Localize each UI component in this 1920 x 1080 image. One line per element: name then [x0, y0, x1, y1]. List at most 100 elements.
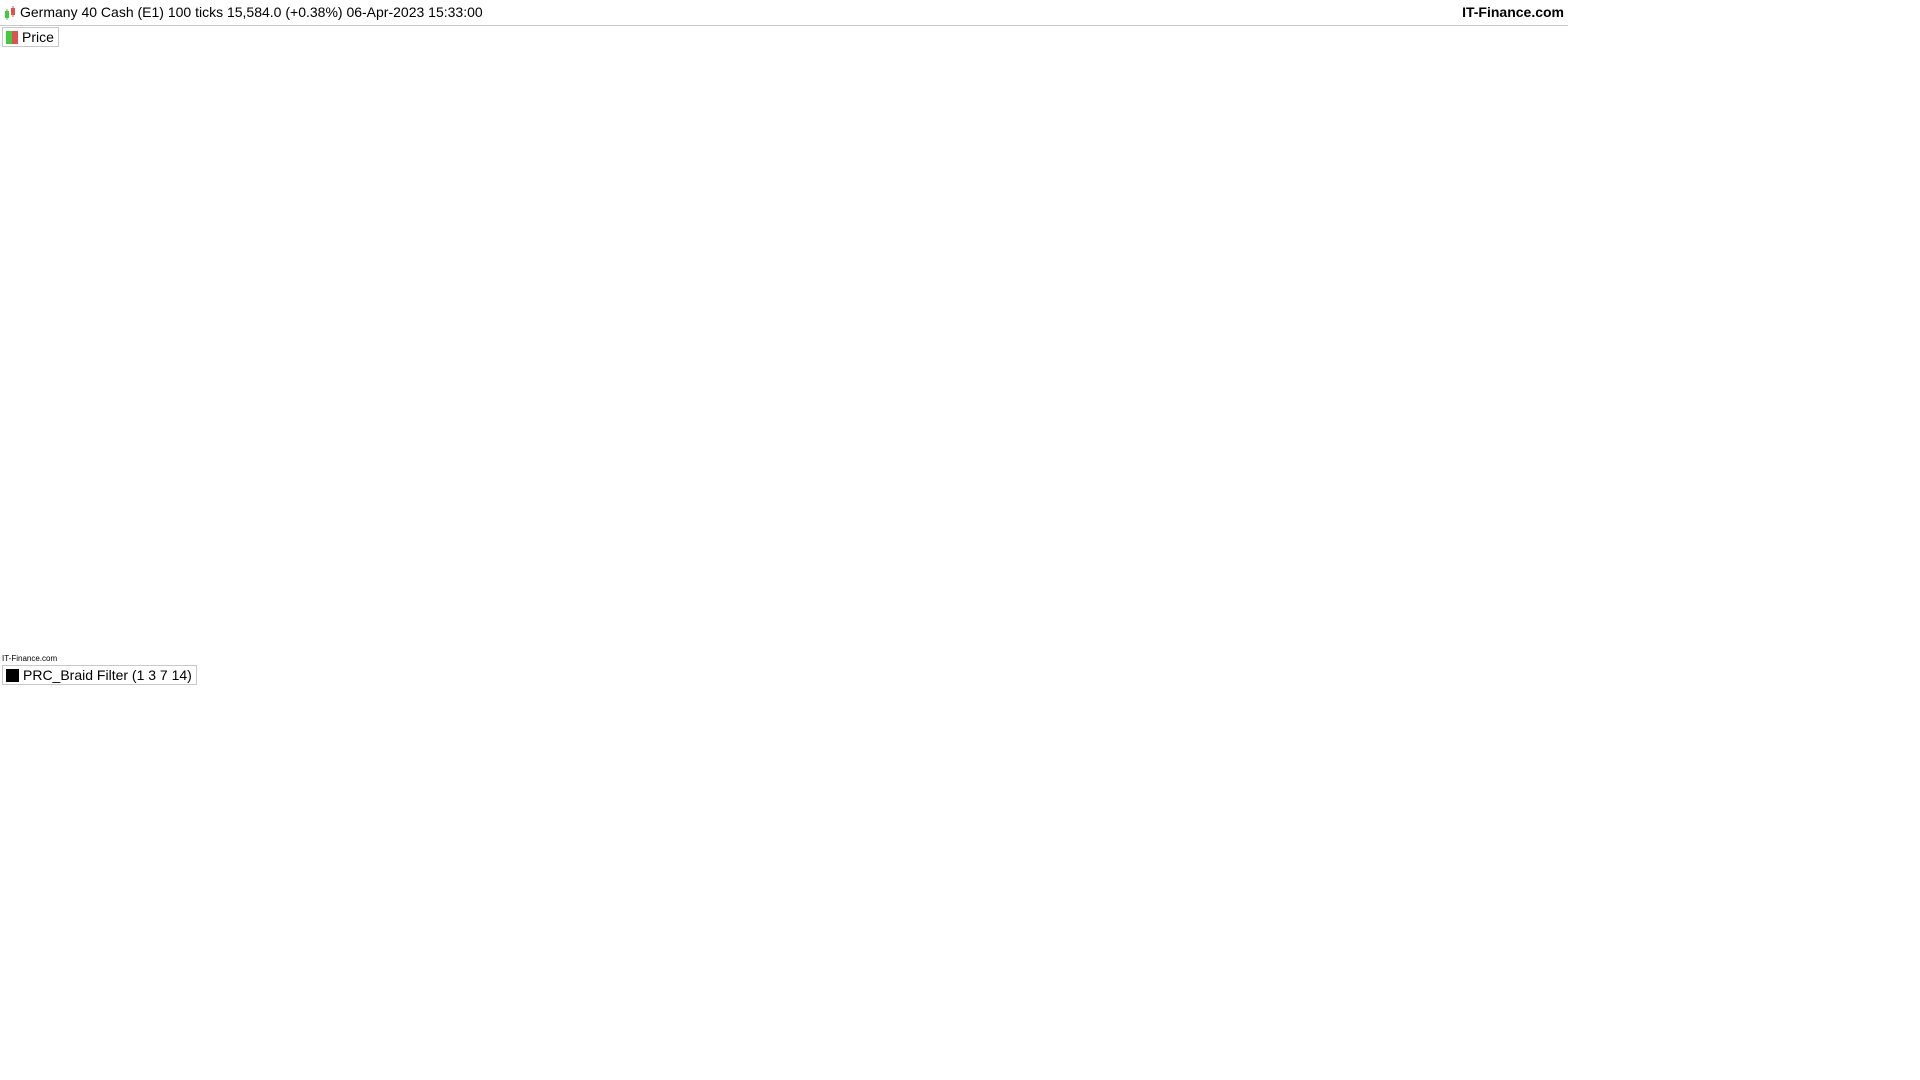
candle-body — [411, 406, 419, 441]
time-tick-label: 15:12 — [1352, 859, 1387, 875]
braid-bg-band — [577, 665, 587, 850]
braid-bar — [1532, 837, 1541, 851]
candle-body — [188, 358, 197, 398]
candle-body — [374, 440, 382, 480]
candle-body — [1124, 194, 1133, 234]
braid-bar — [1338, 795, 1346, 851]
chart-canvas[interactable]: 15,550 15,560 15,570 15,580 15,590 15,600 15,5… — [0, 0, 1568, 882]
braid-bar — [828, 827, 836, 851]
braid-bar — [596, 829, 605, 851]
braid-bar — [1069, 779, 1077, 851]
candle-body — [1319, 266, 1328, 277]
braid-bg-band — [827, 665, 837, 850]
braid-bg-band — [345, 665, 355, 850]
price-legend[interactable]: Price — [2, 27, 59, 47]
candle-body — [911, 536, 920, 547]
price-tick-label: 15,600 — [1507, 85, 1550, 101]
braid-bg-band — [141, 665, 151, 850]
braid-bar — [364, 803, 373, 851]
braid-bar — [559, 822, 567, 851]
braid-bg-band — [1068, 665, 1078, 850]
braid-bar — [1124, 814, 1133, 851]
braid-bg-band — [1059, 665, 1069, 850]
candle-body — [781, 512, 790, 518]
braid-bg-band — [1022, 665, 1032, 850]
braid-bar — [235, 837, 243, 851]
candle-body — [401, 440, 410, 465]
braid-bar — [374, 817, 382, 851]
braid-bg-band — [382, 665, 393, 850]
braid-bar — [318, 824, 326, 851]
braid-bg-band — [1235, 665, 1245, 850]
candle-body — [689, 469, 697, 547]
braid-bg-band — [771, 665, 782, 850]
braid-bar — [1189, 813, 1198, 851]
braid-bar — [781, 830, 790, 851]
braid-legend[interactable]: PRC_Braid Filter (1 3 7 14) — [2, 665, 197, 685]
braid-bg-band — [614, 665, 624, 850]
braid-bg-band — [651, 665, 661, 850]
braid-bar — [503, 831, 512, 851]
candle-body — [1217, 93, 1226, 109]
braid-bg-band — [187, 665, 198, 850]
candle-body — [31, 372, 39, 403]
candle-body — [679, 469, 688, 509]
braid-bg-band — [271, 665, 281, 850]
braid-bar — [1180, 811, 1189, 851]
braid-bar — [3, 842, 11, 851]
braid-bg-band — [1448, 665, 1459, 850]
braid-bg-band — [317, 665, 328, 850]
braid-bar — [754, 823, 762, 851]
candle-body — [1097, 271, 1105, 316]
candle-body — [1310, 257, 1318, 277]
braid-bg-band — [799, 665, 810, 850]
candle-body — [170, 266, 178, 335]
candle-body — [123, 343, 132, 350]
braid-bar — [531, 819, 540, 851]
braid-bg-band — [1513, 665, 1523, 850]
braid-bg-band — [1439, 665, 1449, 850]
time-tick-label: 12:42 — [203, 859, 238, 875]
braid-bg-band — [1494, 665, 1505, 850]
braid-bg-band — [1179, 665, 1190, 850]
candle-body — [1171, 141, 1179, 152]
braid-bar — [77, 822, 85, 851]
braid-bg-band — [1207, 665, 1218, 850]
candle-body — [967, 478, 975, 518]
candlestick-icon — [5, 6, 15, 20]
braid-bg-band — [475, 665, 485, 850]
braid-bar — [485, 831, 493, 851]
braid-bar — [1542, 830, 1550, 851]
candle-body — [522, 285, 530, 325]
candle-body — [1022, 348, 1031, 403]
braid-bg-band — [215, 665, 226, 850]
braid-bg-band — [716, 665, 726, 850]
braid-bg-band — [252, 665, 263, 850]
title-bar: Germany 40 Cash (E1) 100 ticks 15,584.0 … — [0, 0, 1568, 26]
braid-bg-band — [855, 665, 865, 850]
braid-bg-band — [76, 665, 87, 850]
braid-bg-band — [660, 665, 671, 850]
braid-bg-band — [354, 665, 365, 850]
candle-body — [68, 334, 76, 350]
braid-bar — [457, 831, 465, 851]
braid-bar — [605, 834, 614, 851]
braid-bg-band — [20, 665, 31, 850]
braid-bar — [262, 840, 271, 851]
candle-body — [494, 353, 503, 369]
braid-bg-band — [957, 665, 967, 850]
braid-bar — [355, 813, 364, 851]
braid-bg-band — [734, 665, 745, 850]
braid-bar — [1236, 824, 1244, 851]
candle-body — [281, 305, 289, 350]
candle-body — [142, 324, 150, 354]
braid-bar — [1504, 835, 1513, 851]
braid-bg-band — [1365, 665, 1375, 850]
brand-label[interactable]: IT-Finance.com — [1462, 4, 1564, 20]
braid-bar — [216, 838, 224, 851]
candle-body — [754, 526, 762, 533]
braid-bg-band — [400, 665, 411, 850]
braid-bar — [170, 826, 178, 851]
braid-filter-line — [6, 825, 1568, 831]
braid-bg-band — [1327, 665, 1338, 850]
